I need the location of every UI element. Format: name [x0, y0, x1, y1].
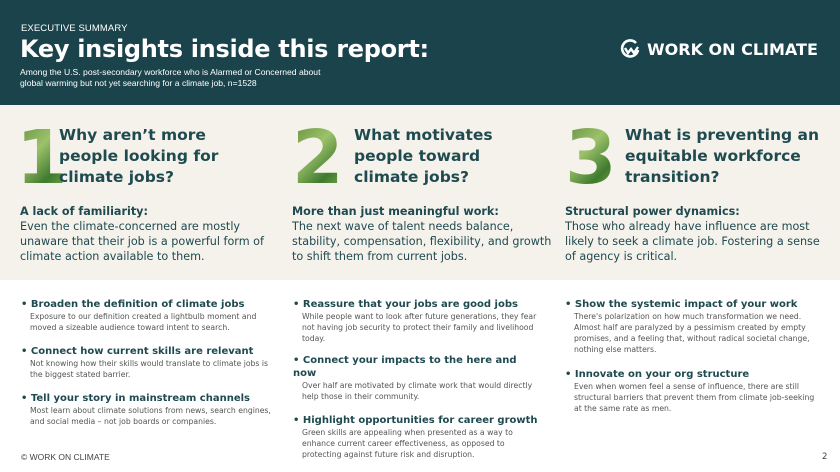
lead-title: More than just meaningful work: [292, 205, 499, 218]
logo-text: WORK ON CLIMATE [647, 39, 818, 59]
list-item: Connect how current skills are relevantN… [21, 345, 281, 380]
item-body: Most learn about climate solutions from … [30, 406, 271, 426]
list-item: Highlight opportunities for career growt… [293, 414, 543, 460]
list-item: Reassure that your jobs are good jobsWhi… [293, 298, 543, 344]
page-number: 2 [822, 452, 828, 462]
header: EXECUTIVE SUMMARY Key insights inside th… [0, 0, 840, 105]
logo: WORK ON CLIMATE [619, 38, 818, 60]
lead-2: More than just meaningful work: The next … [292, 204, 552, 264]
lead-text: Even the climate-concerned are mostly un… [20, 220, 264, 263]
question-1: Why aren’t more people looking for clima… [59, 126, 219, 186]
lead-title: Structural power dynamics: [565, 205, 740, 218]
number-3: 3 [565, 115, 617, 201]
lead-text: The next wave of talent needs balance, s… [292, 220, 552, 263]
number-1: 1 [16, 115, 68, 201]
item-heading: Show the systemic impact of your work [565, 298, 815, 311]
item-heading: Reassure that your jobs are good jobs [293, 298, 543, 311]
logo-icon [620, 39, 640, 58]
recommendations-1: Broaden the definition of climate jobsEx… [21, 298, 281, 438]
lead-3: Structural power dynamics: Those who alre… [565, 204, 825, 264]
item-body: Not knowing how their skills would trans… [30, 359, 269, 379]
list-item: Connect your impacts to the here and now… [293, 354, 543, 402]
item-body: Over half are motivated by climate work … [302, 381, 533, 401]
item-body: There's polarization on how much transfo… [574, 312, 810, 354]
lead-title: A lack of familiarity: [20, 205, 148, 218]
eyebrow: EXECUTIVE SUMMARY [21, 23, 128, 34]
item-body: Even when women feel a sense of influenc… [574, 382, 815, 413]
item-heading: Connect how current skills are relevant [21, 345, 281, 358]
lead-1: A lack of familiarity: Even the climate-c… [20, 204, 280, 264]
recommendations-2: Reassure that your jobs are good jobsWhi… [293, 298, 543, 471]
question-3: What is preventing an equitable workforc… [625, 126, 819, 186]
item-body: While people want to look after future g… [302, 312, 537, 343]
question-2: What motivates people toward climate job… [354, 126, 493, 186]
questions-section: 1 Why aren’t more people looking for cli… [0, 105, 840, 280]
list-item: Tell your story in mainstream channelsMo… [21, 392, 281, 427]
subtitle: Among the U.S. post-secondary workforce … [20, 67, 321, 88]
list-item: Show the systemic impact of your workThe… [565, 298, 815, 355]
list-item: Broaden the definition of climate jobsEx… [21, 298, 281, 333]
lead-text: Those who already have influence are mos… [565, 220, 820, 263]
item-heading: Tell your story in mainstream channels [21, 392, 281, 405]
number-2: 2 [292, 115, 344, 201]
recommendations-3: Show the systemic impact of your workThe… [565, 298, 815, 425]
item-body: Exposure to our definition created a lig… [30, 312, 257, 332]
item-body: Green skills are appealing when presente… [302, 428, 513, 459]
item-heading: Broaden the definition of climate jobs [21, 298, 281, 311]
item-heading: Connect your impacts to the here and now [293, 354, 543, 380]
copyright: © WORK ON CLIMATE [21, 452, 110, 462]
item-heading: Innovate on your org structure [565, 368, 815, 381]
page-title: Key insights inside this report: [20, 35, 429, 63]
item-heading: Highlight opportunities for career growt… [293, 414, 543, 427]
